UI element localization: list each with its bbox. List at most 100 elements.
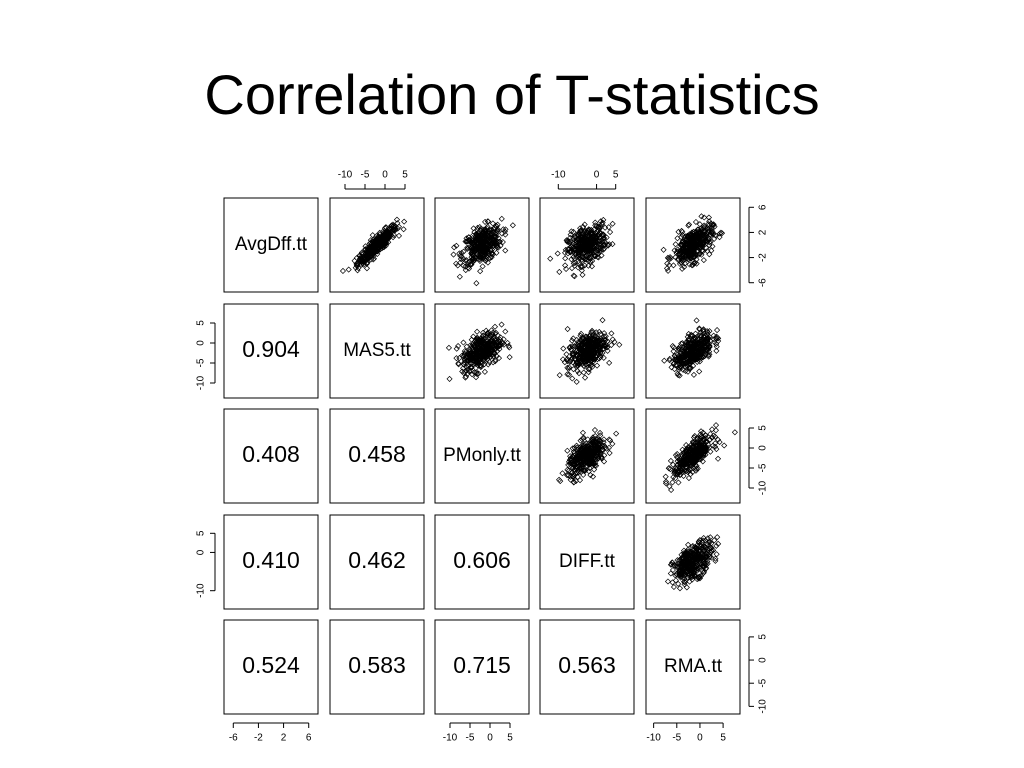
scatter-point (369, 232, 376, 239)
scatter-point (594, 451, 601, 458)
scatter-panel (547, 216, 616, 280)
scatter-point (479, 229, 486, 236)
scatter-point (460, 262, 467, 269)
scatter-point (689, 345, 696, 352)
scatter-point (493, 239, 500, 246)
scatter-point (713, 335, 720, 342)
tick-label: 5 (196, 320, 207, 326)
variable-label: AvgDff.tt (235, 234, 308, 255)
scatter-point (696, 244, 704, 252)
scatter-point (578, 436, 586, 443)
scatter-point (684, 563, 692, 571)
scatter-point (488, 327, 495, 334)
scatter-point (488, 250, 495, 257)
scatter-point (685, 336, 692, 343)
scatter-point (575, 360, 582, 367)
scatter-point (692, 218, 699, 226)
scatter-point (575, 264, 582, 271)
scatter-point (502, 328, 509, 335)
scatter-point (699, 354, 707, 361)
scatter-point (345, 266, 352, 273)
scatter-point (446, 375, 453, 382)
scatter-point (566, 358, 574, 365)
scatter-point (692, 567, 699, 574)
scatter-point (687, 238, 694, 245)
scatter-point (596, 352, 603, 359)
scatter-point (467, 360, 474, 367)
scatter-point (474, 362, 481, 369)
scatter-point (571, 457, 579, 465)
scatter-point (490, 339, 497, 346)
scatter-point (482, 257, 489, 264)
scatter-point (699, 240, 706, 247)
scatter-point (496, 238, 503, 245)
scatter-point (680, 360, 687, 367)
scatter-point (721, 442, 728, 449)
scatter-point (685, 242, 692, 249)
scatter-point (458, 249, 465, 256)
scatter-point (461, 369, 469, 376)
scatter-point (669, 479, 676, 486)
scatter-point (595, 445, 602, 452)
scatter-point (480, 249, 487, 256)
scatter-point (581, 221, 588, 228)
scatter-point (556, 268, 563, 275)
scatter-point (712, 427, 719, 434)
scatter-point (667, 457, 674, 464)
scatter-point (609, 241, 616, 248)
scatter-point (467, 239, 474, 246)
scatter-point (574, 232, 581, 239)
scatter-point (566, 238, 573, 245)
tick-label: -10 (758, 480, 769, 495)
scatter-point (666, 355, 673, 362)
scatter-point (465, 234, 472, 241)
scatter-point (475, 337, 482, 344)
scatter-point (560, 345, 567, 352)
scatter-point (495, 244, 502, 251)
scatter-point (383, 235, 390, 243)
scatter-point (693, 317, 700, 324)
scatter-point (698, 428, 705, 435)
scatter-point (664, 260, 671, 267)
scatter-point (576, 370, 583, 377)
scatter-point (585, 348, 592, 355)
scatter-point (701, 551, 708, 558)
scatter-point (353, 260, 360, 267)
scatter-point (687, 332, 694, 339)
scatter-point (691, 260, 698, 267)
scatter-point (669, 566, 676, 574)
scatter-point (564, 364, 571, 371)
scatter-point (455, 342, 462, 350)
variable-label: RMA.tt (664, 656, 723, 677)
scatter-point (676, 457, 683, 464)
scatter-point (674, 563, 681, 570)
correlation-value: 0.458 (348, 441, 406, 467)
scatter-point (571, 444, 578, 451)
correlation-value: 0.904 (242, 336, 300, 362)
scatter-point (679, 265, 686, 272)
scatter-point (492, 358, 499, 365)
scatter-point (609, 336, 616, 343)
scatter-point (575, 236, 582, 243)
scatter-point (577, 225, 584, 232)
scatter-point (602, 224, 609, 231)
scatter-point (509, 222, 516, 229)
scatter-point (465, 238, 472, 245)
scatter-point (483, 234, 490, 241)
scatter-point (450, 251, 457, 258)
scatter-point (698, 213, 705, 220)
scatter-point (717, 229, 724, 236)
scatter-point (682, 565, 689, 572)
scatter-point (683, 464, 690, 471)
scatter-point (401, 218, 408, 225)
scatter-point (583, 353, 590, 360)
scatter-point (675, 580, 682, 587)
scatter-point (596, 249, 603, 256)
scatter-point (592, 460, 599, 467)
scatter-point (705, 539, 712, 546)
scatter-point (394, 220, 401, 227)
scatter-point (677, 247, 684, 254)
scatter-point (696, 575, 703, 582)
scatter-point (597, 218, 604, 225)
